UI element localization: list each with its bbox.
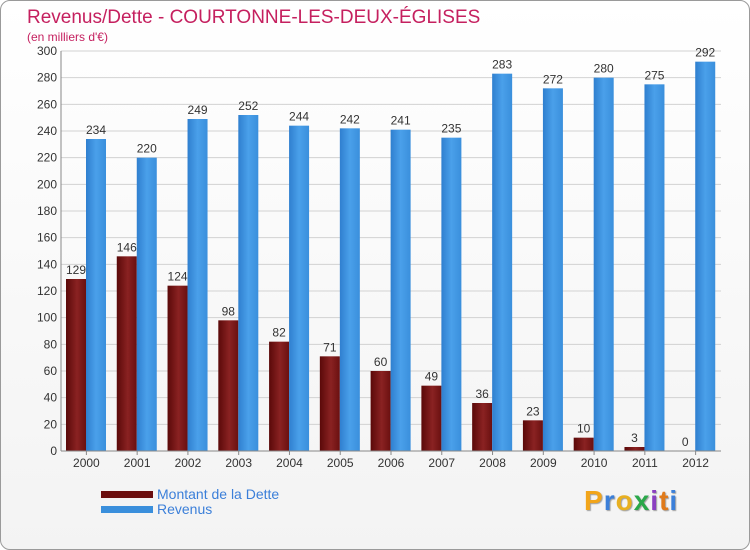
data-label-dette: 82 bbox=[272, 326, 286, 340]
bar-dette bbox=[370, 371, 391, 451]
bar-dette bbox=[573, 437, 594, 451]
bar-revenus bbox=[695, 61, 716, 452]
bar-revenus bbox=[542, 88, 563, 451]
data-label-revenus: 292 bbox=[695, 46, 715, 60]
x-tick-label: 2011 bbox=[632, 456, 658, 470]
bar-dette bbox=[116, 256, 137, 451]
data-label-revenus: 220 bbox=[137, 142, 157, 156]
y-tick-label: 80 bbox=[44, 337, 58, 351]
data-label-revenus: 283 bbox=[492, 58, 512, 72]
y-tick-label: 0 bbox=[50, 444, 57, 458]
x-tick-label: 2010 bbox=[581, 456, 608, 470]
bar-dette bbox=[319, 356, 340, 451]
data-label-dette: 23 bbox=[526, 404, 540, 418]
data-label-revenus: 235 bbox=[441, 122, 461, 136]
x-tick-label: 2003 bbox=[225, 456, 252, 470]
data-label-revenus: 241 bbox=[391, 114, 411, 128]
data-label-dette: 49 bbox=[425, 370, 439, 384]
data-label-revenus: 252 bbox=[238, 99, 258, 113]
bar-dette bbox=[167, 285, 188, 451]
data-label-dette: 36 bbox=[475, 387, 489, 401]
y-tick-label: 280 bbox=[37, 71, 57, 85]
data-label-dette: 146 bbox=[117, 240, 137, 254]
y-tick-label: 120 bbox=[37, 284, 57, 298]
x-tick-label: 2004 bbox=[276, 456, 303, 470]
bar-dette bbox=[522, 420, 543, 451]
x-tick-label: 2006 bbox=[378, 456, 405, 470]
data-label-revenus: 272 bbox=[543, 72, 563, 86]
data-label-dette: 124 bbox=[168, 270, 188, 284]
y-tick-label: 180 bbox=[37, 204, 57, 218]
bar-revenus bbox=[238, 115, 259, 451]
bar-dette bbox=[624, 447, 645, 451]
bar-revenus bbox=[644, 84, 665, 451]
y-tick-label: 300 bbox=[37, 44, 57, 58]
bar-revenus bbox=[593, 77, 614, 452]
bar-revenus bbox=[339, 128, 360, 451]
bar-dette bbox=[269, 341, 290, 451]
x-tick-label: 2002 bbox=[175, 456, 202, 470]
data-label-dette: 98 bbox=[222, 304, 236, 318]
y-tick-label: 260 bbox=[37, 97, 57, 111]
data-label-dette: 3 bbox=[631, 431, 638, 445]
data-label-dette: 0 bbox=[682, 435, 689, 449]
bar-revenus bbox=[390, 129, 411, 451]
y-tick-label: 160 bbox=[37, 231, 57, 245]
y-tick-label: 220 bbox=[37, 151, 57, 165]
legend-label-dette: Montant de la Dette bbox=[157, 486, 280, 502]
data-label-revenus: 234 bbox=[86, 123, 106, 137]
bar-revenus bbox=[187, 119, 208, 451]
x-tick-label: 2007 bbox=[428, 456, 455, 470]
bar-dette bbox=[472, 403, 493, 451]
proxiti-logo: Proxiti bbox=[584, 485, 679, 516]
data-label-dette: 10 bbox=[577, 422, 591, 436]
chart-subtitle: (en milliers d'€) bbox=[27, 30, 108, 44]
data-label-revenus: 242 bbox=[340, 112, 360, 126]
legend-label-revenus: Revenus bbox=[157, 501, 213, 517]
bar-revenus bbox=[441, 137, 462, 451]
x-tick-label: 2009 bbox=[530, 456, 557, 470]
bar-dette bbox=[66, 279, 86, 451]
y-tick-label: 40 bbox=[44, 391, 58, 405]
y-tick-label: 100 bbox=[37, 311, 57, 325]
bar-revenus bbox=[86, 139, 106, 451]
legend-swatch-dette bbox=[101, 491, 153, 498]
bar-dette bbox=[218, 320, 239, 451]
x-tick-label: 2008 bbox=[479, 456, 506, 470]
legend-swatch-revenus bbox=[101, 506, 153, 513]
data-label-dette: 71 bbox=[323, 340, 337, 354]
x-tick-label: 2012 bbox=[682, 456, 709, 470]
x-tick-label: 2005 bbox=[327, 456, 354, 470]
bar-revenus bbox=[289, 125, 310, 452]
chart-title: Revenus/Dette - COURTONNE-LES-DEUX-ÉGLIS… bbox=[27, 7, 481, 28]
y-tick-label: 200 bbox=[37, 177, 57, 191]
y-tick-label: 240 bbox=[37, 124, 57, 138]
data-label-revenus: 275 bbox=[644, 68, 664, 82]
x-tick-label: 2000 bbox=[73, 456, 100, 470]
y-tick-label: 140 bbox=[37, 257, 57, 271]
data-label-revenus: 280 bbox=[594, 62, 614, 76]
y-tick-label: 60 bbox=[44, 364, 58, 378]
bar-revenus bbox=[492, 73, 513, 452]
bar-dette bbox=[421, 385, 442, 451]
y-tick-label: 20 bbox=[44, 417, 58, 431]
data-label-revenus: 244 bbox=[289, 110, 309, 124]
data-label-dette: 60 bbox=[374, 355, 388, 369]
x-tick-label: 2001 bbox=[124, 456, 151, 470]
bar-revenus bbox=[136, 157, 157, 451]
data-label-revenus: 249 bbox=[188, 103, 208, 117]
data-label-dette: 129 bbox=[66, 263, 86, 277]
